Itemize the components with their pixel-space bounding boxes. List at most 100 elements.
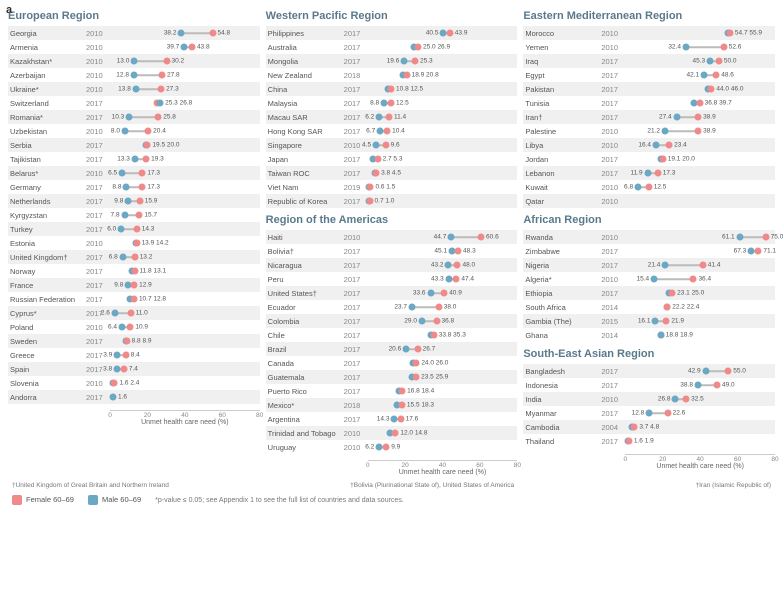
country-name: Mongolia bbox=[266, 57, 344, 66]
male-dot bbox=[448, 234, 455, 241]
country-row: Nicaragua201743.248.0 bbox=[266, 258, 518, 272]
value-label: 3.9 bbox=[103, 352, 112, 359]
country-name: Ethiopia bbox=[523, 289, 601, 298]
country-name: Libya bbox=[523, 141, 601, 150]
male-dot bbox=[119, 170, 126, 177]
country-name: Tajikistan bbox=[8, 155, 86, 164]
country-row: Myanmar201712.822.6 bbox=[523, 406, 775, 420]
country-name: Pakistan bbox=[523, 85, 601, 94]
male-dot bbox=[125, 198, 132, 205]
dumbbell-plot: 33.640.9 bbox=[368, 286, 518, 300]
country-name: Turkey bbox=[8, 225, 86, 234]
country-row: Spain20173.87.4 bbox=[8, 362, 260, 376]
country-name: Uruguay bbox=[266, 443, 344, 452]
country-year: 2017 bbox=[86, 295, 110, 304]
female-dot bbox=[413, 360, 420, 367]
country-name: Chile bbox=[266, 331, 344, 340]
country-row: Russian Federation201710.7 12.8 bbox=[8, 292, 260, 306]
country-name: Spain bbox=[8, 365, 86, 374]
male-dot bbox=[131, 58, 138, 65]
female-dot bbox=[392, 430, 399, 437]
region-title: South-East Asian Region bbox=[523, 348, 775, 360]
country-year: 2017 bbox=[344, 303, 368, 312]
country-row: Viet Nam20190.6 1.5 bbox=[266, 180, 518, 194]
country-row: Serbia201719.5 20.0 bbox=[8, 138, 260, 152]
dumbbell-plot: 0.6 1.5 bbox=[368, 180, 518, 194]
value-label: 38.9 bbox=[703, 114, 716, 121]
axis-label: Unmet health care need (%) bbox=[625, 463, 775, 470]
country-year: 2017 bbox=[344, 169, 368, 178]
value-label: 16.4 bbox=[638, 142, 651, 149]
dumbbell-plot: 3.7 4.8 bbox=[625, 420, 775, 434]
country-name: Cyprus* bbox=[8, 309, 86, 318]
value-label: 32.5 bbox=[691, 396, 704, 403]
country-row: Ukraine*201013.827.3 bbox=[8, 82, 260, 96]
value-label: 15.5 18.3 bbox=[407, 402, 434, 409]
female-dot bbox=[695, 114, 702, 121]
value-label: 10.9 bbox=[135, 324, 148, 331]
value-label: 29.0 bbox=[404, 318, 417, 325]
country-year: 2017 bbox=[601, 99, 625, 108]
male-dot bbox=[748, 248, 755, 255]
value-label: 23.5 25.9 bbox=[421, 374, 448, 381]
female-dot bbox=[414, 346, 421, 353]
dumbbell-plot: 6.517.3 bbox=[110, 166, 260, 180]
value-label: 17.3 bbox=[147, 184, 160, 191]
country-name: Lebanon bbox=[523, 169, 601, 178]
female-dot bbox=[645, 184, 652, 191]
axis-ticks: 020406080 bbox=[368, 460, 518, 468]
country-year: 2010 bbox=[344, 233, 368, 242]
female-dot bbox=[127, 324, 134, 331]
country-year: 2010 bbox=[344, 443, 368, 452]
country-row: Tunisia201736.8 39.7 bbox=[523, 96, 775, 110]
country-name: Ukraine* bbox=[8, 85, 86, 94]
country-row: Indonesia201738.849.0 bbox=[523, 378, 775, 392]
female-dot bbox=[158, 86, 165, 93]
country-row: Georgia201038.254.8 bbox=[8, 26, 260, 40]
female-dot bbox=[441, 290, 448, 297]
female-dot bbox=[130, 296, 137, 303]
country-year: 2010 bbox=[601, 275, 625, 284]
female-dot bbox=[136, 198, 143, 205]
country-name: India bbox=[523, 395, 601, 404]
dumbbell-plot: 13.9 14.2 bbox=[110, 236, 260, 250]
country-year: 2017 bbox=[86, 155, 110, 164]
country-row: South Africa201422.2 22.4 bbox=[523, 300, 775, 314]
male-dot bbox=[123, 184, 130, 191]
region-title: Eastern Mediterranean Region bbox=[523, 10, 775, 22]
country-year: 2017 bbox=[601, 169, 625, 178]
country-year: 2017 bbox=[344, 247, 368, 256]
connector-line bbox=[665, 264, 702, 266]
dumbbell-plot: 23.1 25.0 bbox=[625, 286, 775, 300]
value-label: 40.9 bbox=[449, 290, 462, 297]
country-name: Myanmar bbox=[523, 409, 601, 418]
value-label: 48.0 bbox=[462, 262, 475, 269]
country-name: Slovenia bbox=[8, 379, 86, 388]
male-dot bbox=[126, 114, 133, 121]
value-label: 9.9 bbox=[391, 444, 400, 451]
country-name: Canada bbox=[266, 359, 344, 368]
axis-label: Unmet health care need (%) bbox=[368, 469, 518, 476]
value-label: 3.8 bbox=[103, 366, 112, 373]
dumbbell-plot: 3.87.4 bbox=[110, 362, 260, 376]
column: European RegionGeorgia201038.254.8Armeni… bbox=[8, 8, 260, 476]
panel-label: a bbox=[6, 4, 12, 16]
value-label: 9.8 bbox=[114, 198, 123, 205]
value-label: 9.6 bbox=[391, 142, 400, 149]
female-dot bbox=[384, 128, 391, 135]
country-row: Thailand20171.6 1.9 bbox=[523, 434, 775, 448]
value-label: 43.3 bbox=[431, 276, 444, 283]
dumbbell-plot: 15.5 18.3 bbox=[368, 398, 518, 412]
value-label: 19.6 bbox=[387, 58, 400, 65]
dumbbell-plot: 25.0 26.9 bbox=[368, 40, 518, 54]
country-name: Trinidad and Tobago bbox=[266, 429, 344, 438]
female-dot bbox=[131, 282, 138, 289]
value-label: 54.7 55.9 bbox=[735, 30, 762, 37]
axis-label: Unmet health care need (%) bbox=[110, 419, 260, 426]
legend-male-label: Male 60–69 bbox=[102, 495, 141, 504]
dumbbell-plot: 16.423.4 bbox=[625, 138, 775, 152]
country-row: Palestine201021.238.9 bbox=[523, 124, 775, 138]
male-dot bbox=[401, 58, 408, 65]
country-year: 2017 bbox=[601, 289, 625, 298]
country-row: Cyprus*20172.611.0 bbox=[8, 306, 260, 320]
